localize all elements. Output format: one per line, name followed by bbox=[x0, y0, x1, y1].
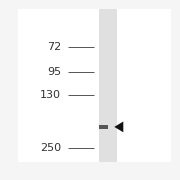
Text: 130: 130 bbox=[40, 90, 61, 100]
Text: 250: 250 bbox=[40, 143, 61, 153]
Text: 95: 95 bbox=[47, 67, 61, 77]
Text: NCI-H292: NCI-H292 bbox=[102, 0, 158, 2]
Text: 72: 72 bbox=[47, 42, 61, 52]
Bar bbox=[99, 9, 117, 162]
Bar bbox=[18, 9, 171, 162]
Polygon shape bbox=[114, 122, 123, 132]
Bar bbox=[99, 125, 108, 129]
